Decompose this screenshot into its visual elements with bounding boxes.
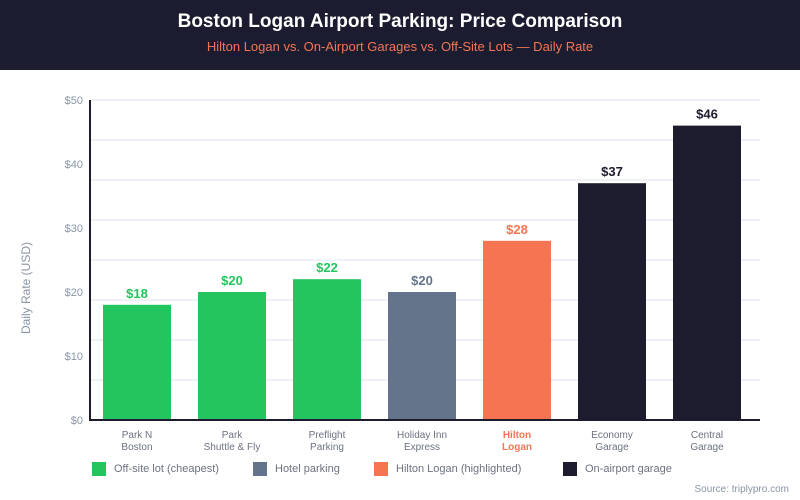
y-tick-label: $0 <box>71 415 83 427</box>
legend-item-onairport: On-airport garage <box>563 462 672 476</box>
value-label: $18 <box>126 286 148 301</box>
x-tick-label: Express <box>404 442 440 453</box>
x-tick-label: Shuttle & Fly <box>204 442 261 453</box>
x-tick-label: Parking <box>310 442 344 453</box>
bar-hilton-logan <box>483 240 551 420</box>
x-tick-label: Park <box>222 430 244 441</box>
value-label: $20 <box>411 273 433 288</box>
x-tick-label: Logan <box>502 442 532 453</box>
legend-swatch-onairport <box>563 462 577 476</box>
legend-item-hilton: Hilton Logan (highlighted) <box>374 462 563 476</box>
x-tick-label: Holiday Inn <box>397 430 447 441</box>
legend: Off-site lot (cheapest) Hotel parking Hi… <box>92 461 672 477</box>
bar-economy-garage <box>578 183 646 420</box>
x-tick-label: Hilton <box>503 430 531 441</box>
x-tick-label: Economy <box>591 430 633 441</box>
x-tick-label: Park N <box>122 430 153 441</box>
value-label: $22 <box>316 260 338 275</box>
bars <box>103 125 741 420</box>
x-tick-label: Central <box>691 430 723 441</box>
value-labels: $18 $20 $22 $20 $28 $37 $46 <box>126 107 718 301</box>
legend-label-hilton: Hilton Logan (highlighted) <box>396 463 522 475</box>
x-tick-label: Preflight <box>309 430 346 441</box>
legend-label-hotel: Hotel parking <box>275 463 340 475</box>
y-tick-label: $30 <box>65 223 83 235</box>
bar-preflight-parking <box>293 279 361 420</box>
value-label: $46 <box>696 107 718 122</box>
source-note: Source: triplypro.com <box>694 484 789 495</box>
legend-item-hotel: Hotel parking <box>253 462 374 476</box>
chart-header: Boston Logan Airport Parking: Price Comp… <box>0 0 800 70</box>
legend-swatch-hilton <box>374 462 388 476</box>
value-label: $28 <box>506 222 528 237</box>
bar-central-garage <box>673 125 741 420</box>
y-tick-label: $50 <box>65 95 83 107</box>
y-tick-label: $20 <box>65 287 83 299</box>
x-tick-label: Boston <box>121 442 152 453</box>
value-label: $37 <box>601 164 623 179</box>
bar-holiday-inn-express <box>388 292 456 420</box>
legend-label-onairport: On-airport garage <box>585 463 672 475</box>
bar-park-n-boston <box>103 304 171 420</box>
y-tick-label: $10 <box>65 351 83 363</box>
value-label: $20 <box>221 273 243 288</box>
legend-item-offsite: Off-site lot (cheapest) <box>92 462 253 476</box>
chart-subtitle: Hilton Logan vs. On-Airport Garages vs. … <box>206 39 594 54</box>
x-tick-label: Garage <box>690 442 724 453</box>
y-axis-label: Daily Rate (USD) <box>19 242 33 334</box>
chart-title: Boston Logan Airport Parking: Price Comp… <box>177 11 623 32</box>
x-tick-label: Garage <box>595 442 629 453</box>
legend-swatch-hotel <box>253 462 267 476</box>
bar-park-shuttle-fly <box>198 292 266 420</box>
y-axis-ticks: $0 $10 $20 $30 $40 $50 <box>65 95 83 427</box>
y-tick-label: $40 <box>65 159 83 171</box>
legend-swatch-offsite <box>92 462 106 476</box>
legend-label-offsite: Off-site lot (cheapest) <box>114 463 219 475</box>
